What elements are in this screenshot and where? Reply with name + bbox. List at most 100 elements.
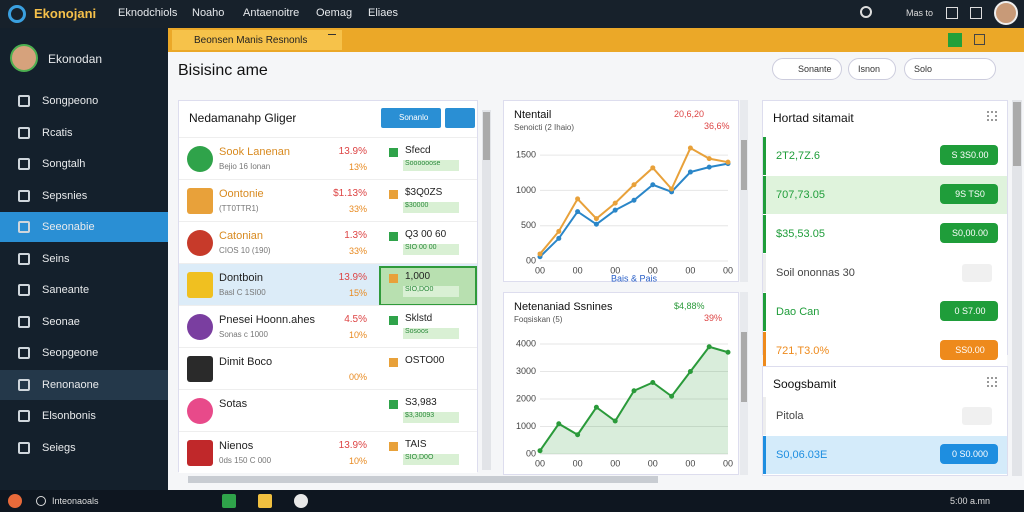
taskbar-app[interactable] [294, 494, 308, 508]
taskbar-search[interactable]: Inteonaoals [52, 496, 99, 506]
list-row[interactable]: Sotas S3,983 $3,30093 [179, 389, 477, 431]
taskbar-app[interactable] [222, 494, 236, 508]
header-button-label[interactable]: Solo [914, 64, 933, 74]
list-row[interactable]: Catonian CIOS 10 (190) 1.3% 33% Q3 00 60 SIO … [179, 221, 477, 263]
summary-button[interactable] [940, 223, 998, 243]
taskbar-search-icon[interactable] [36, 496, 46, 506]
summary-row[interactable]: 721,T3.0% SS0.00 [763, 332, 1007, 370]
row-pct: 13.9% [338, 272, 367, 283]
window-icon[interactable] [970, 7, 982, 19]
chart-scrollbar[interactable] [740, 100, 748, 282]
row-tag: $3Q0ZS [405, 187, 443, 198]
summary-button-label[interactable]: S 3S0.00 [951, 150, 989, 160]
taskbar-app[interactable] [258, 494, 272, 508]
nav-item[interactable]: Seeonabie [0, 212, 168, 242]
y-tick-label: 00 [526, 255, 536, 265]
chart-scroll-thumb[interactable] [741, 332, 747, 402]
scrollbar[interactable] [482, 110, 491, 470]
x-tick-label: 00 [723, 265, 733, 275]
win-btn[interactable] [948, 33, 962, 47]
summary-button[interactable] [940, 145, 998, 165]
summary-button-label[interactable]: S0,00.00 [951, 228, 989, 238]
nav-item[interactable]: Songpeono [0, 86, 168, 116]
win-btn[interactable] [974, 34, 985, 45]
summary-button[interactable] [940, 444, 998, 464]
x-tick-label: 00 [573, 265, 583, 275]
header-button[interactable] [904, 58, 996, 80]
summary-button-label[interactable]: SS0.00 [955, 345, 985, 355]
header-button[interactable] [848, 58, 896, 80]
nav-item[interactable]: Songtalh [0, 149, 168, 179]
summary-toggle[interactable] [962, 264, 992, 282]
search-box[interactable] [772, 58, 842, 80]
nav-icon [18, 378, 30, 391]
list-row[interactable]: Oontonie (TT0TTR1) $1.13% 33% $3Q0ZS $30000 [179, 179, 477, 221]
row-sub: 0ds 150 C 000 [219, 456, 272, 465]
list-action[interactable] [381, 108, 441, 128]
row-tagsub: Soooooose [403, 160, 459, 171]
summary-row[interactable]: 2T2,7Z.6 S 3S0.00 [763, 137, 1007, 175]
summary-button-label[interactable]: 9S TS0 [955, 189, 985, 199]
list-action-label[interactable]: Sonanlo [399, 113, 429, 122]
row-sub: CIOS 10 (190) [219, 246, 271, 255]
point [631, 388, 637, 394]
right-scroll-thumb[interactable] [1013, 102, 1021, 166]
nav-item[interactable]: Renonaone [0, 369, 168, 400]
tab-close[interactable] [328, 34, 336, 42]
menu-item[interactable]: Eknodchiols [118, 7, 178, 19]
y-tick-label: 1500 [516, 149, 536, 159]
menu-item[interactable]: Noaho [192, 7, 225, 19]
avatar[interactable] [994, 1, 1018, 25]
search-icon[interactable] [860, 6, 872, 18]
summary-toggle[interactable] [962, 407, 992, 425]
window-icon[interactable] [946, 7, 958, 19]
summary-button[interactable] [940, 340, 998, 360]
list-row[interactable]: Dontboin Basl C 1SI00 13.9% 15% 1,000 SIO,DO0 [179, 263, 477, 306]
x-tick-label: 00 [610, 265, 620, 275]
summary-button[interactable] [940, 184, 998, 204]
nav-item[interactable]: Seopgeone [0, 338, 168, 368]
start-button[interactable] [8, 494, 22, 508]
row-icon [187, 398, 213, 424]
summary-row[interactable]: Soil ononnas 30 [763, 254, 1007, 292]
nav-item[interactable]: Seins [0, 244, 168, 274]
search-text[interactable]: Mas to [906, 8, 934, 18]
search-label[interactable]: Sonante [798, 64, 832, 74]
menu-item[interactable]: Eliaes [368, 7, 398, 19]
nav-item[interactable]: Rcatis [0, 118, 168, 148]
list-row[interactable]: Pnesei Hoonn.ahes Sonas c 1000 4.5% 10% Skls… [179, 305, 477, 347]
nav-label: Seonae [42, 315, 80, 328]
list-row[interactable]: Dimit Boco 00% OSTO00 [179, 347, 477, 389]
list-row[interactable]: Nienos 0ds 150 C 000 13.9% 10% TAIS SIO,D0O [179, 431, 477, 473]
summary-button-label[interactable]: 0 S7.00 [954, 306, 986, 316]
nav-item[interactable]: Seiegs [0, 433, 168, 463]
menu-item[interactable]: Oemag [316, 7, 353, 19]
scroll-thumb[interactable] [483, 112, 490, 160]
summary-label: S0,06.03E [776, 449, 828, 461]
h-scrollbar[interactable] [188, 476, 658, 483]
list-row[interactable]: Sook Lanenan Bejio 16 Ionan 13.9% 13% Sfecd S… [179, 137, 477, 179]
right-scrollbar[interactable] [1012, 100, 1022, 476]
menu-item[interactable]: Antaenoitre [243, 7, 300, 19]
nav-item[interactable]: Seonae [0, 307, 168, 337]
summary-button[interactable] [940, 301, 998, 321]
summary-button-label[interactable]: 0 S0.000 [951, 449, 989, 459]
summary-row[interactable]: Pitola [763, 397, 1007, 435]
nav-item[interactable]: Saneante [0, 275, 168, 305]
nav-label: Seopgeone [42, 347, 99, 359]
nav-item[interactable]: Elsonbonis [0, 401, 168, 431]
summary-row[interactable]: 707,73.05 9S TS0 [763, 176, 1007, 214]
row-name: Sotas [219, 398, 248, 410]
tab-label[interactable]: Beonsen Manis Resnonls [194, 35, 308, 46]
summary-row[interactable]: S0,06.03E 0 S0.000 [763, 436, 1007, 474]
chart-scroll-thumb[interactable] [741, 140, 747, 190]
summary-row[interactable]: Dao Can 0 S7.00 [763, 293, 1007, 331]
nav-item[interactable]: Sepsnies [0, 181, 168, 211]
list-title: Nedamanahp Gliger [189, 111, 297, 125]
user-avatar [10, 44, 38, 72]
summary-row[interactable]: $35,53.05 S0,00.00 [763, 215, 1007, 253]
nav-label: Sepsnies [42, 189, 88, 202]
list-action[interactable] [445, 108, 475, 128]
header-button-label[interactable]: Isnon [858, 64, 881, 74]
